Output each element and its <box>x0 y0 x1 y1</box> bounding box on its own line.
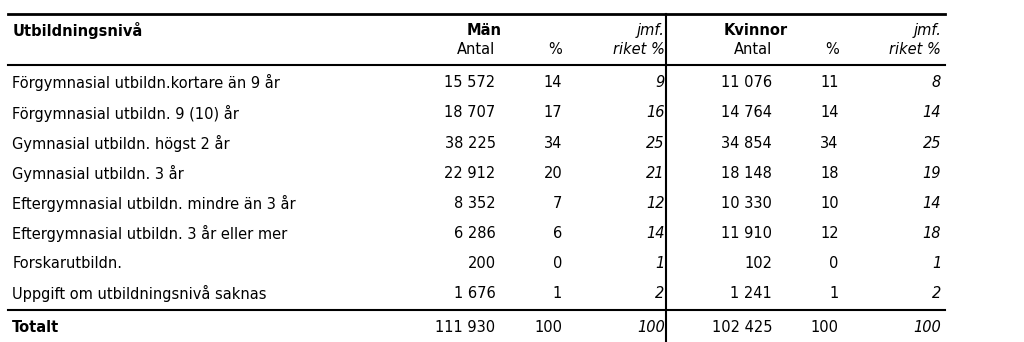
Text: 8: 8 <box>932 75 941 90</box>
Text: 21: 21 <box>646 166 665 181</box>
Text: 10: 10 <box>820 196 839 211</box>
Text: 1: 1 <box>553 286 562 301</box>
Text: Gymnasial utbildn. 3 år: Gymnasial utbildn. 3 år <box>12 165 184 182</box>
Text: Totalt: Totalt <box>12 320 59 335</box>
Text: 1 241: 1 241 <box>730 286 772 301</box>
Text: 12: 12 <box>820 226 839 241</box>
Text: Utbildningsnivå: Utbildningsnivå <box>12 22 142 39</box>
Text: 100: 100 <box>637 320 665 335</box>
Text: 18: 18 <box>923 226 941 241</box>
Text: 34: 34 <box>544 135 562 150</box>
Text: 100: 100 <box>811 320 839 335</box>
Text: 38 225: 38 225 <box>444 135 496 150</box>
Text: Gymnasial utbildn. högst 2 år: Gymnasial utbildn. högst 2 år <box>12 135 230 152</box>
Text: 14 764: 14 764 <box>721 105 772 120</box>
Text: 2: 2 <box>932 286 941 301</box>
Text: 12: 12 <box>646 196 665 211</box>
Text: 1: 1 <box>655 256 665 271</box>
Text: riket %: riket % <box>612 42 665 57</box>
Text: Män: Män <box>467 23 502 38</box>
Text: 22 912: 22 912 <box>444 166 496 181</box>
Text: 11: 11 <box>820 75 839 90</box>
Text: %: % <box>825 42 839 57</box>
Text: Uppgift om utbildningsnivå saknas: Uppgift om utbildningsnivå saknas <box>12 285 267 302</box>
Text: 19: 19 <box>923 166 941 181</box>
Text: 6 286: 6 286 <box>454 226 496 241</box>
Text: 6: 6 <box>553 226 562 241</box>
Text: Kvinnor: Kvinnor <box>724 23 787 38</box>
Text: 1: 1 <box>932 256 941 271</box>
Text: Förgymnasial utbildn. 9 (10) år: Förgymnasial utbildn. 9 (10) år <box>12 105 240 121</box>
Text: 111 930: 111 930 <box>435 320 496 335</box>
Text: Eftergymnasial utbildn. 3 år eller mer: Eftergymnasial utbildn. 3 år eller mer <box>12 225 288 242</box>
Text: jmf.: jmf. <box>913 23 941 38</box>
Text: 25: 25 <box>923 135 941 150</box>
Text: Förgymnasial utbildn.kortare än 9 år: Förgymnasial utbildn.kortare än 9 år <box>12 75 281 91</box>
Text: 17: 17 <box>544 105 562 120</box>
Text: 0: 0 <box>829 256 839 271</box>
Text: riket %: riket % <box>889 42 941 57</box>
Text: %: % <box>549 42 562 57</box>
Text: 102 425: 102 425 <box>712 320 772 335</box>
Text: 14: 14 <box>923 196 941 211</box>
Text: 9: 9 <box>655 75 665 90</box>
Text: 34: 34 <box>820 135 839 150</box>
Text: 15 572: 15 572 <box>444 75 496 90</box>
Text: 16: 16 <box>646 105 665 120</box>
Text: 8 352: 8 352 <box>454 196 496 211</box>
Text: 14: 14 <box>820 105 839 120</box>
Text: 102: 102 <box>744 256 772 271</box>
Text: Antal: Antal <box>734 42 772 57</box>
Text: 14: 14 <box>544 75 562 90</box>
Text: Forskarutbildn.: Forskarutbildn. <box>12 256 122 271</box>
Text: 20: 20 <box>544 166 562 181</box>
Text: jmf.: jmf. <box>637 23 665 38</box>
Text: 14: 14 <box>646 226 665 241</box>
Text: 1 676: 1 676 <box>454 286 496 301</box>
Text: 34 854: 34 854 <box>721 135 772 150</box>
Text: 7: 7 <box>553 196 562 211</box>
Text: 11 910: 11 910 <box>721 226 772 241</box>
Text: 11 076: 11 076 <box>721 75 772 90</box>
Text: 14: 14 <box>923 105 941 120</box>
Text: 200: 200 <box>468 256 496 271</box>
Text: 0: 0 <box>553 256 562 271</box>
Text: 100: 100 <box>535 320 562 335</box>
Text: 18 148: 18 148 <box>721 166 772 181</box>
Text: 18 707: 18 707 <box>444 105 496 120</box>
Text: 2: 2 <box>655 286 665 301</box>
Text: 18: 18 <box>820 166 839 181</box>
Text: 100: 100 <box>913 320 941 335</box>
Text: 1: 1 <box>829 286 839 301</box>
Text: Antal: Antal <box>458 42 496 57</box>
Text: Eftergymnasial utbildn. mindre än 3 år: Eftergymnasial utbildn. mindre än 3 år <box>12 195 296 212</box>
Text: 10 330: 10 330 <box>721 196 772 211</box>
Text: 25: 25 <box>646 135 665 150</box>
